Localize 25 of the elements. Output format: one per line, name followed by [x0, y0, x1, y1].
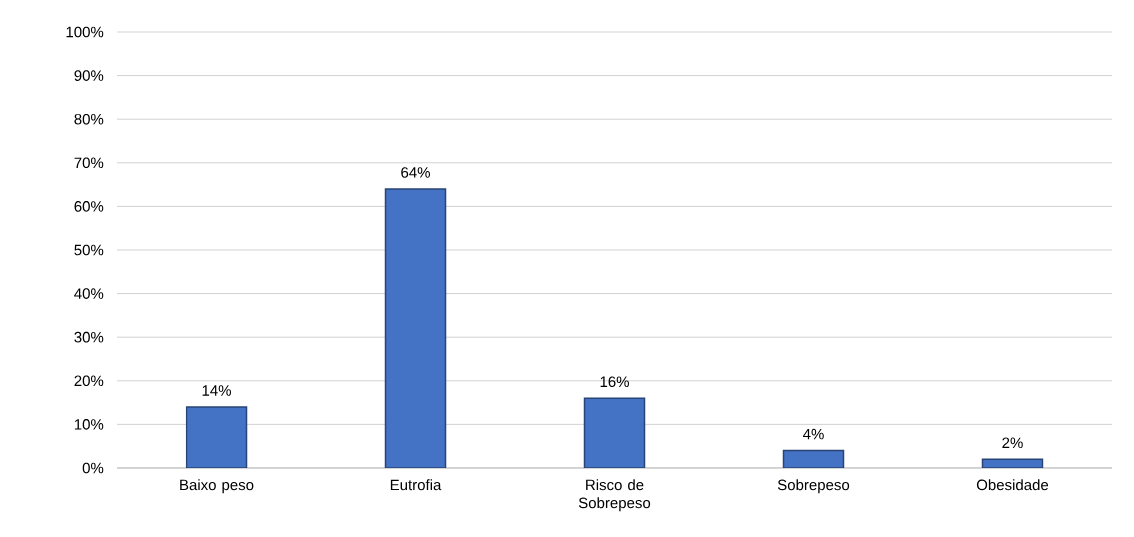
y-tick-label: 60% [74, 201, 104, 212]
x-tick-label: Risco de Sobrepeso [578, 479, 651, 512]
y-tick-label: 50% [74, 244, 104, 256]
data-label: 64% [401, 167, 430, 178]
data-label: 16% [600, 376, 629, 388]
y-tick-label: 40% [74, 288, 104, 299]
y-tick-label: 100% [66, 26, 104, 38]
x-tick-label: Eutrofia [390, 479, 442, 491]
bar [583, 397, 646, 468]
x-tick-label: Sobrepeso [777, 479, 850, 494]
y-tick-label: 80% [74, 113, 104, 125]
data-label: 4% [803, 428, 824, 440]
y-tick-label: 20% [74, 375, 104, 387]
y-tick-label: 70% [74, 157, 104, 169]
y-tick-label: 90% [74, 70, 104, 81]
x-tick-label: Baixo peso [180, 479, 254, 494]
bar [185, 406, 248, 468]
bar [384, 188, 447, 468]
data-label: 14% [202, 385, 231, 396]
y-tick-label: 0% [82, 462, 104, 474]
y-tick-label: 10% [74, 419, 104, 430]
x-tick-label: Obesidade [976, 479, 1049, 491]
bar [782, 449, 845, 468]
data-label: 2% [1002, 437, 1023, 449]
y-tick-label: 30% [74, 331, 104, 343]
